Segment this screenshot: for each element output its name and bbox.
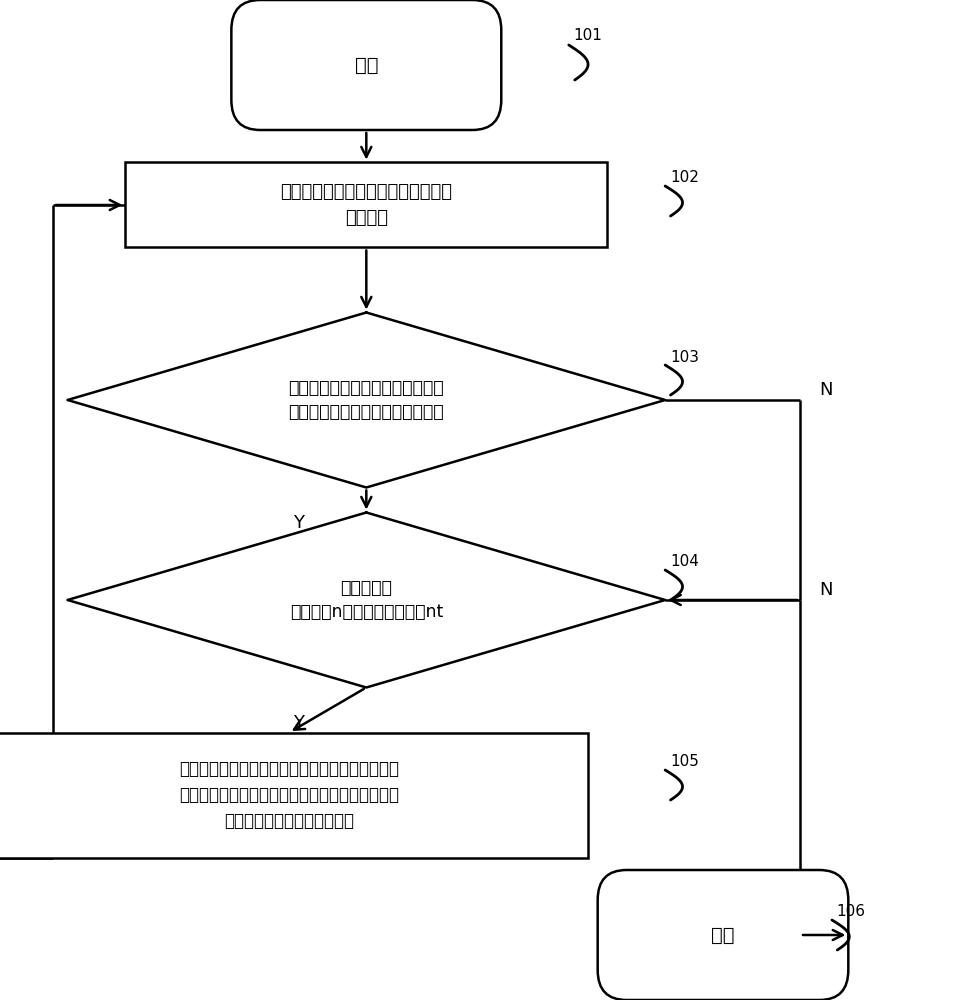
Polygon shape xyxy=(67,512,665,688)
Text: 根据母线电容的电压调节励磁电流和转矩电流，控
制三相桥式电路中的开关器件的通断，在预设的电
压范围内调整母线电容的电压: 根据母线电容的电压调节励磁电流和转矩电流，控 制三相桥式电路中的开关器件的通断，… xyxy=(179,760,399,830)
FancyBboxPatch shape xyxy=(598,870,848,1000)
Text: 获取整车控制器的报文信息和电机的
当前转速: 获取整车控制器的报文信息和电机的 当前转速 xyxy=(281,184,452,227)
Text: 101: 101 xyxy=(574,27,602,42)
Text: 结束: 结束 xyxy=(711,926,735,944)
Text: N: N xyxy=(819,381,833,399)
Text: 判断电机的
当前转速n是否大于预设转速nt: 判断电机的 当前转速n是否大于预设转速nt xyxy=(290,578,442,621)
Text: Y: Y xyxy=(293,714,305,732)
Text: 104: 104 xyxy=(670,554,699,570)
Text: 开始: 开始 xyxy=(355,55,378,75)
Text: 102: 102 xyxy=(670,170,699,186)
Text: Y: Y xyxy=(293,514,305,532)
Polygon shape xyxy=(67,312,665,488)
Bar xyxy=(0,732,588,857)
Text: 103: 103 xyxy=(670,350,699,364)
FancyBboxPatch shape xyxy=(231,0,501,130)
Bar xyxy=(125,162,607,247)
Text: 106: 106 xyxy=(837,904,866,920)
Text: 根据报文信息判断电动车是否处于
电机高速掉电或故障高速拖车状态: 根据报文信息判断电动车是否处于 电机高速掉电或故障高速拖车状态 xyxy=(288,378,444,422)
Text: N: N xyxy=(819,581,833,599)
Text: 105: 105 xyxy=(670,754,699,770)
